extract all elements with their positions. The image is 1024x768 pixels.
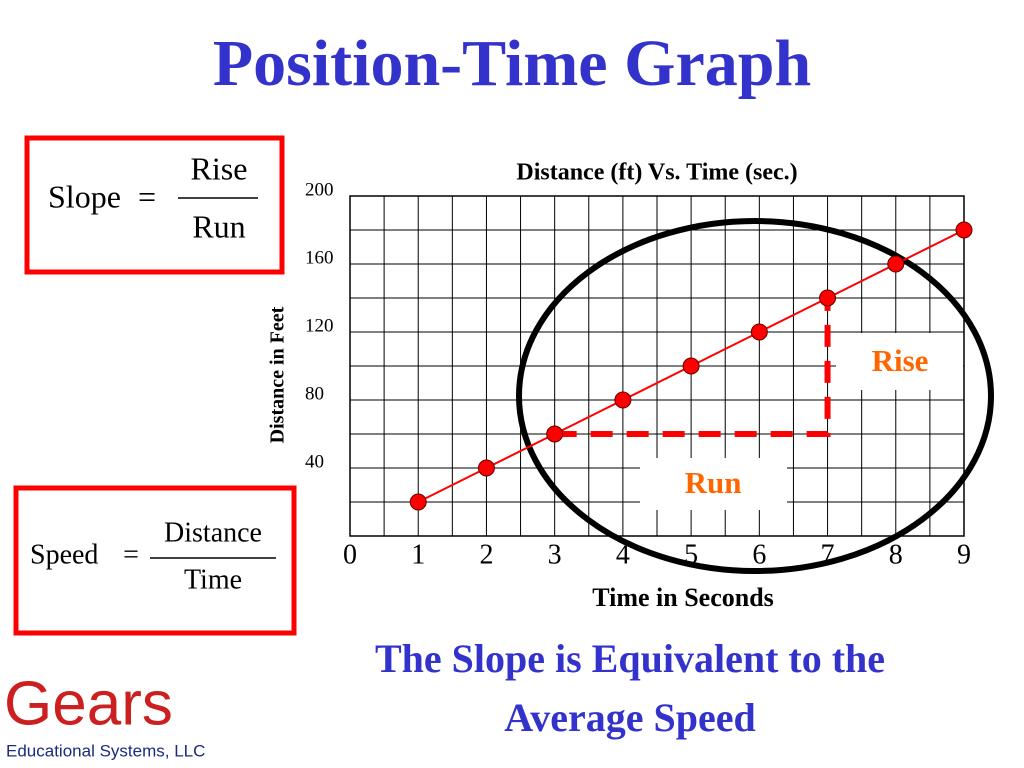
data-point bbox=[955, 221, 973, 239]
formula-equals: = bbox=[138, 178, 156, 214]
chart-title: Distance (ft) Vs. Time (sec.) bbox=[516, 160, 797, 186]
y-tick-label: 80 bbox=[305, 383, 324, 404]
x-tick-label: 2 bbox=[479, 539, 493, 570]
data-point bbox=[819, 289, 837, 307]
x-tick-label: 1 bbox=[411, 539, 425, 570]
x-tick-label: 4 bbox=[616, 539, 630, 570]
x-axis-label: Time in Seconds bbox=[592, 583, 774, 612]
data-point bbox=[682, 357, 700, 375]
data-point bbox=[409, 493, 427, 511]
formula-denominator: Time bbox=[184, 564, 242, 595]
x-tick-label: 9 bbox=[957, 539, 971, 570]
y-axis-label: Distance in Feet bbox=[267, 306, 289, 443]
logo-subtitle: Educational Systems, LLC bbox=[6, 741, 205, 760]
rise-label: Rise bbox=[872, 343, 929, 378]
formula-numerator: Distance bbox=[164, 517, 262, 548]
x-tick-label: 8 bbox=[889, 539, 903, 570]
caption-line: Average Speed bbox=[504, 695, 755, 740]
run-label: Run bbox=[685, 465, 742, 500]
x-tick-label: 6 bbox=[752, 539, 766, 570]
logo-name: Gears bbox=[4, 669, 173, 738]
y-tick-label: 120 bbox=[305, 315, 334, 336]
highlight-ellipse bbox=[516, 218, 994, 574]
data-point bbox=[887, 255, 905, 273]
data-point bbox=[750, 323, 768, 341]
x-tick-label: 0 bbox=[343, 539, 357, 570]
data-point bbox=[614, 391, 632, 409]
y-tick-label: 200 bbox=[305, 179, 334, 200]
formula-left: Slope bbox=[48, 178, 121, 214]
formula-equals: = bbox=[123, 539, 139, 570]
rise-run-guide bbox=[554, 298, 831, 437]
formula-box bbox=[13, 485, 297, 636]
formula-left: Speed bbox=[30, 539, 98, 570]
x-tick-label: 3 bbox=[548, 539, 562, 570]
caption-line: The Slope is Equivalent to the bbox=[375, 636, 885, 681]
data-point bbox=[477, 459, 495, 477]
label-background bbox=[836, 333, 963, 390]
formula-denominator: Run bbox=[192, 208, 245, 244]
label-background bbox=[640, 458, 787, 510]
data-point bbox=[546, 425, 564, 443]
formula-box bbox=[24, 135, 285, 275]
slide-title: Position-Time Graph bbox=[213, 27, 811, 100]
y-tick-label: 40 bbox=[305, 451, 324, 472]
y-tick-label: 160 bbox=[305, 247, 334, 268]
formula-numerator: Rise bbox=[191, 150, 248, 186]
